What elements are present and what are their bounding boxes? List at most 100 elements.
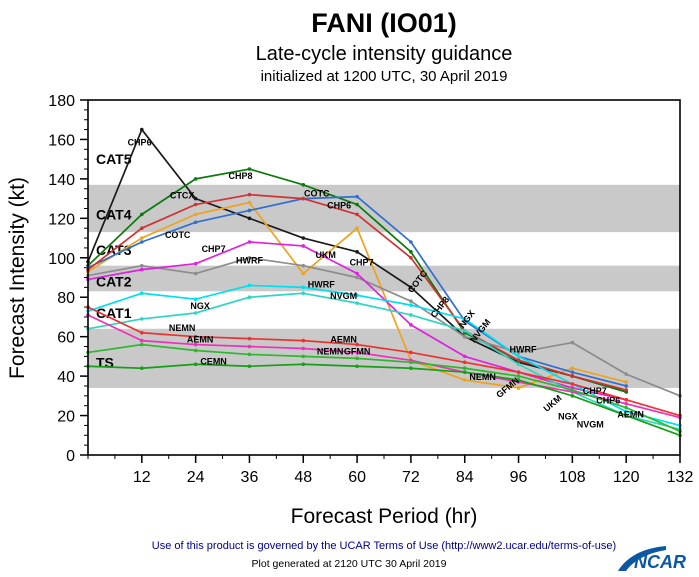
series-marker-ctcx	[409, 255, 413, 260]
series-marker-cotc	[140, 240, 144, 244]
chart-title: FANI (IO01)	[311, 8, 457, 38]
plot-generated-text: Plot generated at 2120 UTC 30 April 2019	[252, 558, 447, 570]
plot-frame	[87, 99, 681, 456]
series-marker-cotc	[355, 194, 359, 199]
terms-of-use-text: Use of this product is governed by the U…	[152, 540, 616, 552]
series-marker-chp8	[409, 250, 413, 254]
series-marker-cotc	[570, 370, 575, 374]
series-marker-chp7	[516, 386, 521, 390]
y-tick-label: 100	[48, 251, 75, 268]
series-marker-chp7	[355, 226, 359, 230]
series-marker-ukm	[301, 244, 306, 248]
series-marker-chp6	[140, 127, 144, 132]
series-marker-ukm	[140, 267, 144, 272]
series-marker-cemn	[462, 370, 467, 374]
model-label-ctcx: CTCX	[170, 191, 195, 201]
ncar-logo-text: NCAR	[634, 552, 686, 572]
series-marker-cotc	[624, 384, 628, 388]
x-tick-label: 60	[348, 469, 366, 486]
series-marker-aemn	[193, 334, 198, 339]
series-marker-ctcx	[624, 388, 628, 392]
model-label-chp6: CHP6	[327, 200, 351, 210]
series-line-aemn	[87, 306, 681, 417]
chart-subtitle: Late-cycle intensity guidance	[256, 43, 513, 65]
model-label-nvgm: NVGM	[330, 291, 357, 301]
series-marker-aemn	[570, 382, 575, 386]
category-label-cat2: CAT2	[96, 273, 132, 289]
series-marker-hwrf	[624, 372, 628, 376]
series-marker-aemn	[409, 350, 413, 355]
series-marker-gfmn	[462, 366, 467, 371]
series-marker-nvgm	[355, 301, 359, 305]
series-marker-chp7	[301, 271, 306, 276]
series-line-nvgm	[87, 292, 681, 431]
series-marker-hwrf	[570, 340, 575, 345]
model-label-cemn: CEMN	[200, 356, 227, 366]
x-tick-label: 132	[667, 469, 694, 486]
series-marker-cemn	[516, 378, 521, 382]
y-tick-label: 0	[66, 448, 75, 465]
series-marker-cotc	[193, 220, 198, 225]
series-marker-chp8	[355, 202, 359, 207]
series-marker-nvgm	[247, 295, 252, 300]
series-marker-chp6	[355, 250, 359, 254]
y-axis-title: Forecast Intensity (kt)	[6, 177, 29, 379]
x-tick-label: 24	[187, 469, 205, 486]
series-marker-chp7	[624, 380, 628, 384]
model-label-aemn: AEMN	[187, 335, 214, 345]
series-marker-aemn	[516, 370, 521, 374]
series-marker-ngx	[409, 303, 413, 307]
model-label-chp6: CHP6	[596, 396, 620, 406]
series-marker-chp8	[247, 167, 252, 171]
series-marker-ctcx	[140, 226, 144, 230]
model-label-hwrf: HWRF	[236, 256, 263, 266]
x-tick-label: 48	[294, 469, 312, 486]
series-marker-ctcx	[301, 196, 306, 201]
series-marker-nvgm	[516, 362, 521, 367]
series-marker-nvgm	[140, 317, 144, 321]
series-marker-cotc	[247, 208, 252, 213]
series-marker-gfmn	[140, 342, 144, 347]
series-marker-aemn	[247, 336, 252, 341]
series-line-ngx	[87, 284, 681, 427]
series-marker-cotc	[409, 240, 413, 244]
series-line-hwrf	[87, 256, 681, 397]
x-tick-label: 108	[559, 469, 586, 486]
series-marker-ctcx	[193, 202, 198, 207]
category-label-cat1: CAT1	[96, 305, 132, 321]
model-label-aemn: AEMN	[617, 410, 644, 420]
series-marker-cemn	[140, 366, 144, 371]
series-marker-cemn	[301, 362, 306, 367]
series-marker-ukm	[355, 271, 359, 276]
model-label-hwrf: HWRF	[510, 344, 537, 354]
x-tick-label: 120	[613, 469, 640, 486]
series-marker-hwrf	[409, 299, 413, 303]
y-tick-label: 160	[48, 132, 75, 149]
y-tick-label: 120	[48, 211, 75, 228]
model-label-chp7: CHP7	[583, 386, 607, 396]
series-marker-gfmn	[409, 360, 413, 365]
series-marker-ngx	[247, 283, 252, 288]
category-label-cat4: CAT4	[96, 206, 132, 222]
model-label-aemn: AEMN	[330, 335, 357, 345]
series-marker-gfmn	[193, 348, 198, 353]
series-marker-chp7	[462, 378, 467, 382]
series-marker-aemn	[462, 360, 467, 365]
y-tick-label: 40	[57, 369, 75, 386]
model-label-nemn: NEMN	[317, 346, 344, 356]
series-marker-gfmn	[301, 354, 306, 359]
series-marker-nemn	[247, 344, 252, 349]
y-tick-label: 140	[48, 172, 75, 189]
series-marker-hwrf	[193, 271, 198, 276]
series-marker-ctcx	[247, 192, 252, 197]
series-marker-nemn	[624, 401, 628, 406]
model-label-cotc: COTC	[304, 189, 330, 199]
series-marker-nvgm	[462, 328, 467, 333]
model-label-chp7: CHP7	[202, 244, 226, 254]
series-marker-chp7	[247, 200, 252, 205]
series-marker-ngx	[355, 293, 359, 298]
series-marker-ngx	[462, 317, 467, 321]
series-marker-nvgm	[301, 291, 306, 296]
